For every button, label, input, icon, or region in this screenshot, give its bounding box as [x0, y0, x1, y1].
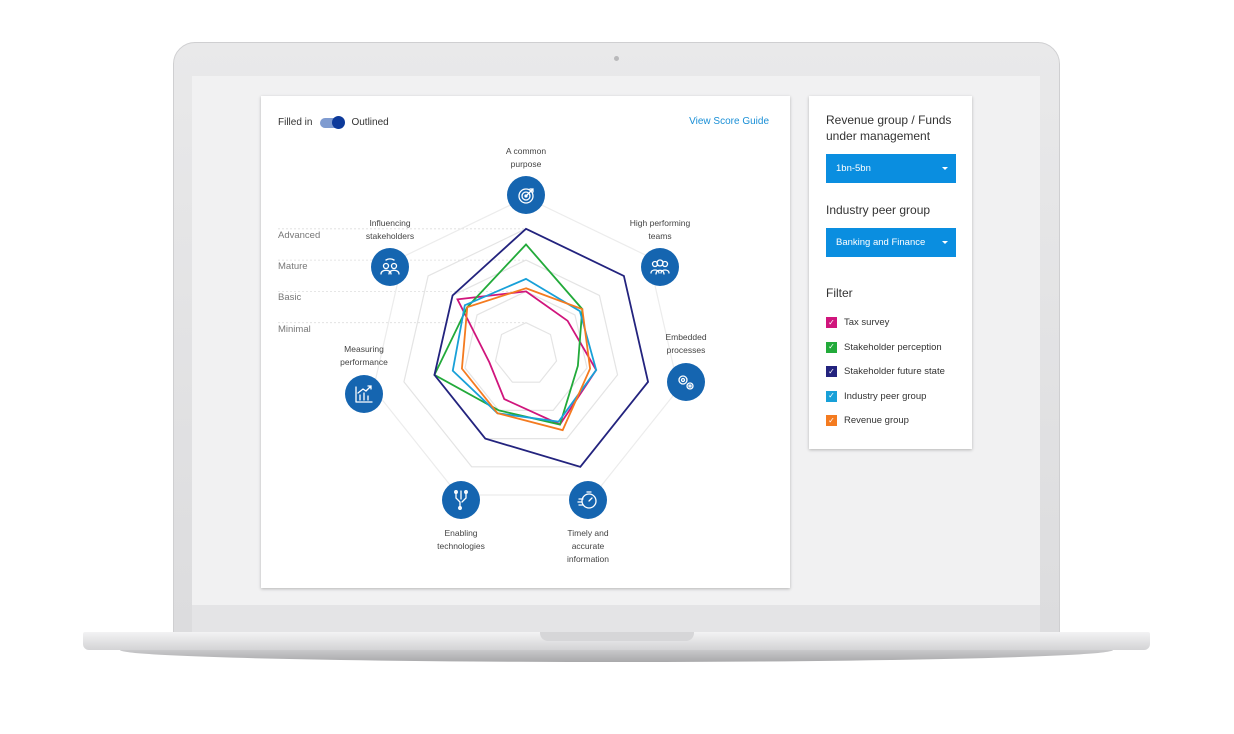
fill-toggle[interactable]: Filled in Outlined — [278, 115, 389, 129]
filter-label: Tax survey — [844, 317, 890, 328]
axis-label: Embedded processes — [641, 331, 731, 357]
radar-chart-card: Filled in Outlined View Score Guide Adva… — [261, 96, 790, 588]
gears-icon — [667, 363, 705, 401]
filter-label: Stakeholder future state — [844, 366, 945, 378]
axis-label-line: Influencing — [369, 218, 411, 228]
series-industry-peer-group — [451, 277, 598, 423]
target-icon — [507, 176, 545, 214]
axis-label-line: Timely and — [567, 528, 609, 538]
filter-label: Industry peer group — [844, 390, 927, 402]
axis-label-line: stakeholders — [365, 231, 415, 241]
axis-label-line: Enabling — [444, 528, 478, 538]
level-label-minimal: Minimal — [278, 324, 311, 335]
stakeholders-icon — [371, 248, 409, 286]
filter-checkbox-tax-survey[interactable]: ✓ Tax survey — [826, 317, 889, 328]
chevron-down-icon — [942, 167, 948, 170]
axis-label-line: technologies — [437, 541, 485, 551]
industry-peer-group-title: Industry peer group — [826, 203, 931, 217]
circuit-icon — [442, 481, 480, 519]
laptop-base — [83, 632, 1150, 650]
filter-checkbox-industry-peer-group[interactable]: ✓ Industry peer group — [826, 390, 927, 402]
series-stakeholder-perception — [433, 243, 584, 426]
laptop-notch — [540, 632, 694, 641]
axis-label: Measuring performance — [319, 343, 409, 369]
filter-checkbox-stakeholder-perception[interactable]: ✓ Stakeholder perception — [826, 341, 942, 353]
axis-label-line: Measuring — [344, 344, 384, 354]
series-tax-survey — [456, 290, 598, 426]
level-label-mature: Mature — [278, 261, 308, 272]
filter-checkbox-revenue-group[interactable]: ✓ Revenue group — [826, 415, 909, 427]
level-label-basic: Basic — [278, 292, 302, 303]
axis-label-line: teams — [648, 231, 672, 241]
series-revenue-group — [460, 287, 592, 432]
revenue-group-title: Revenue group / Funds under management — [826, 113, 952, 143]
revenue-group-dropdown[interactable]: 1bn-5bn — [826, 154, 956, 183]
view-score-guide-link[interactable]: View Score Guide — [689, 116, 769, 127]
toggle-right-label: Outlined — [351, 117, 389, 128]
webcam — [614, 56, 619, 61]
axis-label-line: Embedded — [665, 332, 707, 342]
axis-label: Influencing stakeholders — [345, 217, 435, 243]
laptop-chin — [192, 605, 1040, 632]
level-label-advanced: Advanced — [278, 230, 321, 241]
growth-chart-icon — [345, 375, 383, 413]
axis-label-line: accurate — [571, 541, 605, 551]
axis-label: High performing teams — [615, 217, 705, 243]
industry-peer-group-value: Banking and Finance — [836, 237, 926, 248]
filter-title: Filter — [826, 286, 853, 300]
industry-peer-group-dropdown[interactable]: Banking and Finance — [826, 228, 956, 257]
axis-label: Enabling technologies — [416, 527, 506, 553]
filter-label: Stakeholder perception — [844, 341, 942, 353]
axis-label-line: High performing — [629, 218, 691, 228]
checkbox-checked-icon[interactable]: ✓ — [826, 390, 837, 402]
radar-chart — [278, 196, 680, 496]
axis-label: Timely and accurate information — [543, 527, 633, 566]
axis-label-line: information — [566, 554, 610, 564]
stopwatch-icon — [569, 481, 607, 519]
checkbox-checked-icon[interactable]: ✓ — [826, 341, 837, 353]
filter-checkbox-stakeholder-future-state[interactable]: ✓ Stakeholder future state — [826, 366, 945, 378]
checkbox-checked-icon[interactable]: ✓ — [826, 415, 837, 427]
checkbox-checked-icon[interactable]: ✓ — [826, 317, 837, 328]
revenue-group-value: 1bn-5bn — [836, 163, 871, 174]
toggle-left-label: Filled in — [278, 117, 313, 128]
axis-label: A common purpose — [481, 145, 571, 171]
axis-label-line: A common — [505, 146, 547, 156]
axis-label-line: processes — [666, 345, 706, 355]
toggle-switch[interactable] — [320, 115, 346, 129]
chevron-down-icon — [942, 241, 948, 244]
toggle-knob — [332, 115, 346, 129]
axis-label-line: purpose — [510, 159, 542, 169]
laptop-base-bottom — [120, 650, 1113, 662]
filter-panel: Revenue group / Funds under management 1… — [809, 96, 972, 449]
series-stakeholder-future-state — [433, 227, 650, 468]
grid-ring — [464, 290, 588, 412]
axis-label-line: performance — [340, 357, 388, 367]
checkbox-checked-icon[interactable]: ✓ — [826, 366, 837, 378]
team-icon — [641, 248, 679, 286]
filter-label: Revenue group — [844, 415, 909, 427]
grid-ring — [494, 322, 558, 383]
